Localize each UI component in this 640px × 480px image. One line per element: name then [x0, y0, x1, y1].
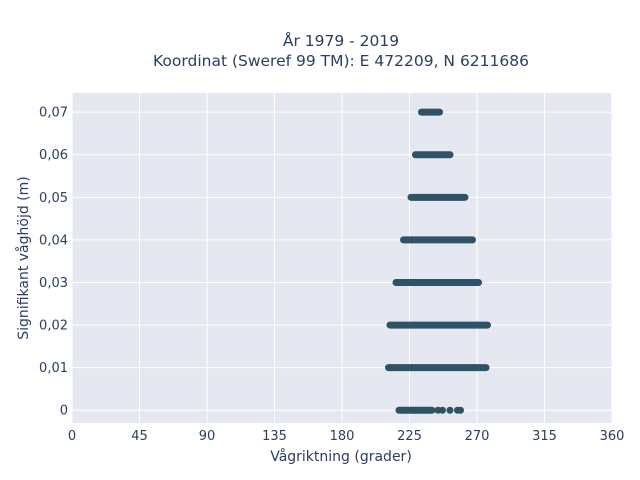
y-tick-label: 0,06 — [39, 148, 68, 163]
x-tick-label: 225 — [397, 429, 422, 444]
x-tick-label: 180 — [330, 429, 355, 444]
y-axis-title: Signifikant våghöjd (m) — [15, 176, 32, 339]
x-tick-label: 90 — [199, 429, 216, 444]
x-tick-label: 135 — [262, 429, 287, 444]
y-tick-label: 0,02 — [39, 319, 68, 334]
grid-lines — [71, 93, 613, 423]
x-tick-label: 360 — [600, 429, 625, 444]
y-tick-label: 0 — [60, 404, 68, 419]
x-tick-label: 0 — [68, 429, 76, 444]
data-point — [439, 406, 446, 414]
data-point — [457, 406, 464, 414]
y-tick-label: 0,05 — [39, 191, 68, 206]
x-tick-label: 45 — [131, 429, 148, 444]
chart-title-line1: År 1979 - 2019 — [283, 31, 399, 50]
x-axis-ticks: 0 45 90 135 180 225 270 315 360 — [68, 429, 625, 444]
data-point — [446, 406, 454, 414]
x-axis-title: Vågriktning (grader) — [270, 448, 412, 465]
y-tick-label: 0,01 — [39, 361, 68, 376]
y-tick-label: 0,04 — [39, 233, 68, 248]
x-tick-label: 270 — [465, 429, 490, 444]
x-tick-label: 315 — [532, 429, 557, 444]
y-tick-label: 0,03 — [39, 276, 68, 291]
y-tick-label: 0,07 — [39, 106, 68, 121]
y-axis-ticks: 0 0,01 0,02 0,03 0,04 0,05 0,06 0,07 — [39, 106, 68, 419]
data-marks — [385, 108, 491, 414]
chart-title-line2: Koordinat (Sweref 99 TM): E 472209, N 62… — [153, 52, 529, 70]
